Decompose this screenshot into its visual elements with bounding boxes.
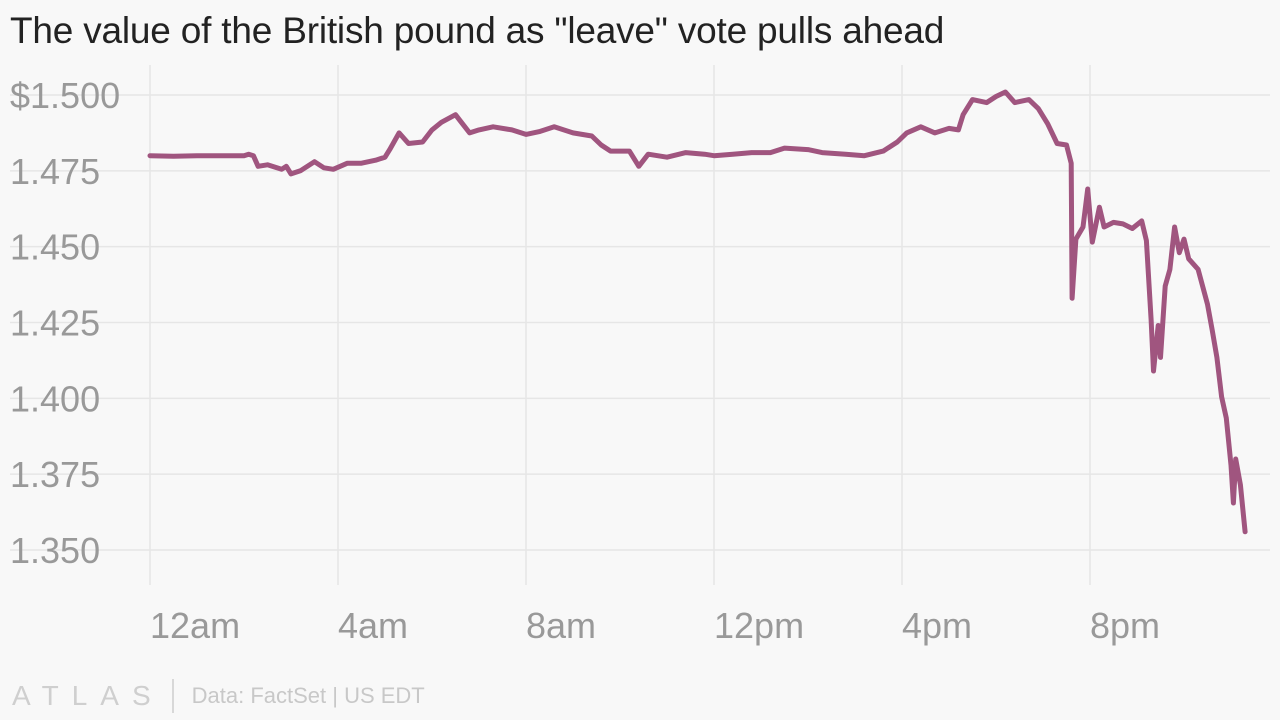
y-tick-label: 1.375	[10, 454, 100, 495]
x-axis-ticks: 12am 4am 8am 12pm 4pm 8pm	[150, 605, 1160, 646]
x-tick-label: 4am	[338, 605, 408, 646]
gridlines	[10, 65, 1270, 585]
y-axis-ticks: $1.500 1.475 1.450 1.425 1.400 1.375 1.350	[10, 75, 120, 571]
source-note: Data: FactSet | US EDT	[191, 683, 425, 708]
series-group	[147, 89, 1248, 535]
y-tick-label: 1.350	[10, 530, 100, 571]
x-tick-label: 4pm	[902, 605, 972, 646]
footer-separator	[171, 679, 174, 713]
line-chart: $1.500 1.475 1.450 1.425 1.400 1.375 1.350 12a…	[10, 65, 1270, 646]
x-tick-label: 8pm	[1090, 605, 1160, 646]
y-tick-label: 1.475	[10, 151, 100, 192]
series-line	[147, 89, 1248, 535]
y-tick-label: 1.425	[10, 303, 100, 344]
y-tick-label: $1.500	[10, 75, 120, 116]
x-tick-label: 8am	[526, 605, 596, 646]
y-tick-label: 1.450	[10, 227, 100, 268]
x-tick-label: 12am	[150, 605, 240, 646]
x-tick-label: 12pm	[714, 605, 804, 646]
atlas-logo: ATLAS	[12, 680, 164, 711]
footer: ATLAS Data: FactSet | US EDT	[12, 676, 425, 716]
y-tick-label: 1.400	[10, 378, 100, 419]
chart-title: The value of the British pound as "leave…	[10, 10, 945, 51]
